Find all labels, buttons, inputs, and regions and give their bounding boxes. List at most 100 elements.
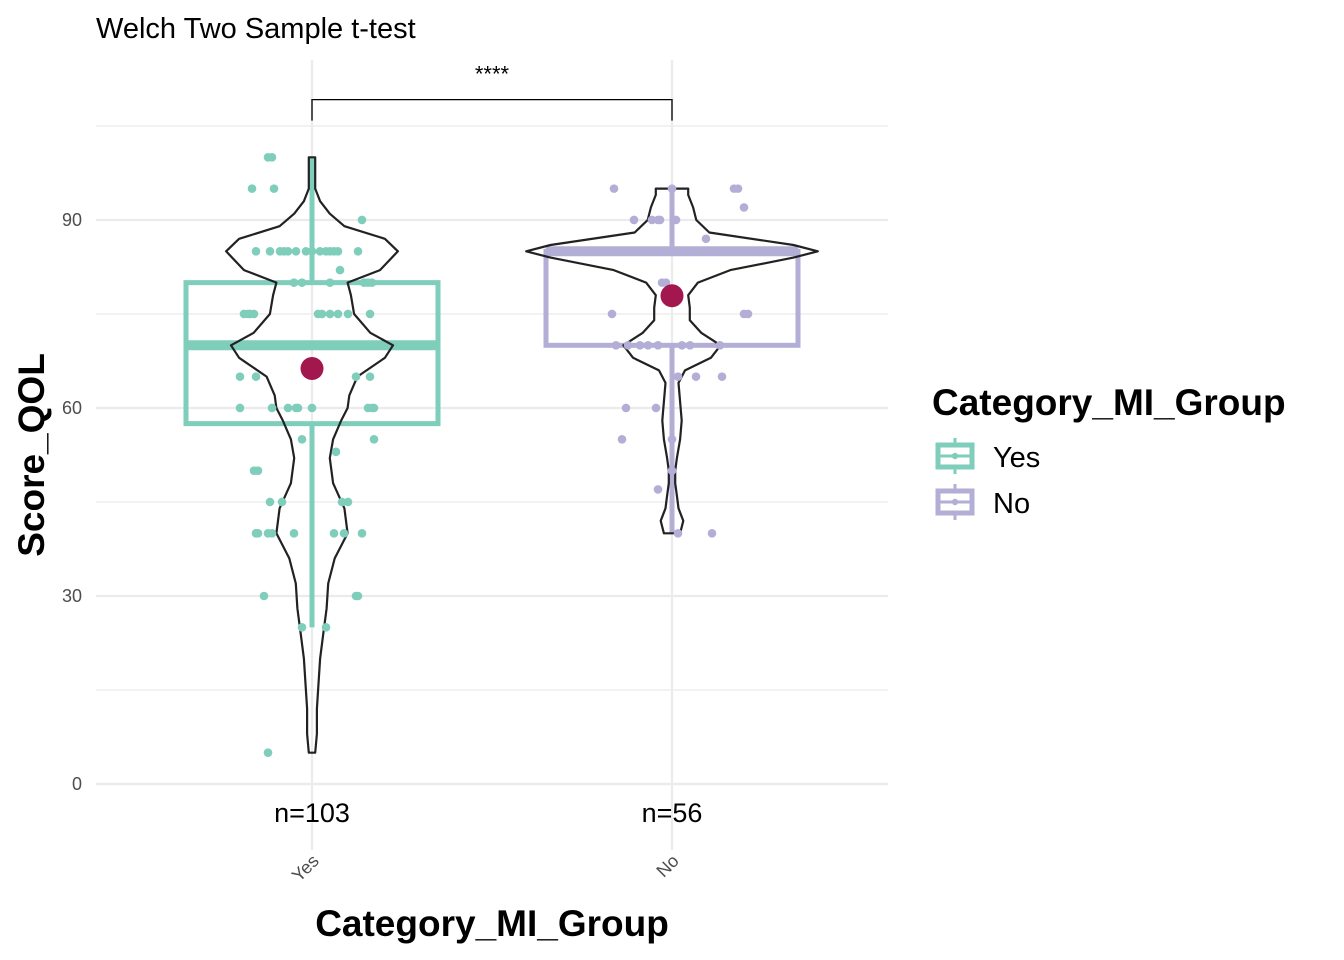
data-point — [265, 497, 275, 507]
significance-bracket: **** — [311, 62, 673, 121]
data-point — [235, 372, 245, 381]
data-point — [717, 372, 727, 381]
data-point — [673, 372, 683, 381]
data-point — [325, 309, 335, 319]
data-point — [283, 247, 293, 256]
data-point — [365, 309, 375, 319]
data-point — [653, 485, 663, 494]
data-point — [685, 341, 695, 350]
data-point — [609, 184, 619, 193]
data-point — [343, 309, 353, 319]
data-point — [667, 184, 677, 193]
data-point — [235, 403, 245, 413]
y-tick-label: 60 — [62, 398, 82, 418]
data-point — [705, 247, 715, 256]
data-point — [715, 341, 725, 350]
data-point — [331, 447, 341, 457]
data-point — [353, 247, 363, 256]
data-point — [689, 247, 699, 256]
count-labels: n=103 n=56 — [274, 798, 702, 828]
x-tick-labels: Yes No — [288, 851, 683, 886]
legend-items: Yes No — [935, 438, 1040, 520]
data-point — [333, 309, 343, 319]
data-point — [643, 341, 653, 350]
data-point — [293, 403, 303, 413]
mean-point — [660, 284, 684, 308]
data-point — [307, 247, 317, 256]
data-point — [289, 278, 299, 287]
data-point — [617, 435, 627, 444]
data-point — [339, 529, 349, 538]
significance-label: **** — [475, 62, 510, 87]
data-point — [291, 247, 301, 256]
data-point — [249, 309, 259, 319]
data-point — [661, 278, 671, 287]
data-point — [691, 372, 701, 381]
data-point — [317, 341, 327, 350]
data-point — [297, 435, 307, 444]
y-tick-labels: 0 30 60 90 — [62, 210, 82, 794]
data-point — [667, 466, 677, 475]
data-point — [623, 341, 633, 350]
data-point — [343, 497, 353, 507]
data-point — [673, 529, 683, 538]
legend-key-point — [951, 452, 959, 460]
data-point — [321, 623, 331, 632]
data-point — [651, 403, 661, 413]
data-point — [697, 247, 707, 256]
data-point — [329, 529, 339, 538]
data-point — [251, 247, 261, 256]
legend-item-yes: Yes — [935, 438, 1040, 474]
x-tick-label: Yes — [288, 851, 323, 886]
data-point — [301, 247, 311, 256]
data-point — [633, 247, 643, 256]
data-point — [611, 341, 621, 350]
data-point — [333, 247, 343, 256]
data-point — [277, 497, 287, 507]
data-point — [329, 341, 339, 350]
violin-layer — [225, 156, 819, 754]
data-point — [253, 529, 263, 538]
legend-label: Yes — [993, 442, 1040, 474]
box-layer — [183, 157, 801, 628]
data-point — [267, 403, 277, 413]
data-point — [289, 341, 299, 350]
data-point — [739, 203, 749, 212]
data-point — [677, 341, 687, 350]
violin — [525, 187, 819, 535]
point-layer — [235, 153, 753, 757]
data-point — [743, 309, 753, 319]
y-tick-label: 30 — [62, 586, 82, 606]
data-point — [707, 529, 717, 538]
x-axis-title: Category_MI_Group — [315, 903, 669, 944]
data-point — [701, 234, 711, 244]
data-point — [621, 403, 631, 413]
box — [183, 280, 441, 427]
data-point — [267, 153, 277, 162]
data-point — [289, 529, 299, 538]
data-point — [253, 466, 263, 475]
data-point — [647, 215, 657, 225]
count-label: n=103 — [274, 798, 350, 828]
y-axis-title: Score_QOL — [11, 353, 52, 557]
data-point — [733, 184, 743, 193]
data-point — [297, 623, 307, 632]
legend-item-no: No — [935, 484, 1030, 520]
data-point — [337, 497, 347, 507]
count-label: n=56 — [642, 798, 703, 828]
data-point — [265, 341, 275, 350]
mean-point — [300, 356, 324, 380]
data-point — [629, 215, 639, 225]
data-point — [655, 247, 665, 256]
data-point — [357, 341, 367, 350]
legend-key-point — [951, 498, 959, 506]
data-point — [671, 215, 681, 225]
mean-layer — [300, 284, 684, 380]
data-point — [655, 215, 665, 225]
data-point — [357, 529, 367, 538]
data-point — [653, 341, 663, 350]
legend: Category_MI_Group Yes No — [932, 382, 1286, 520]
data-point — [317, 309, 327, 319]
data-point — [251, 372, 261, 381]
